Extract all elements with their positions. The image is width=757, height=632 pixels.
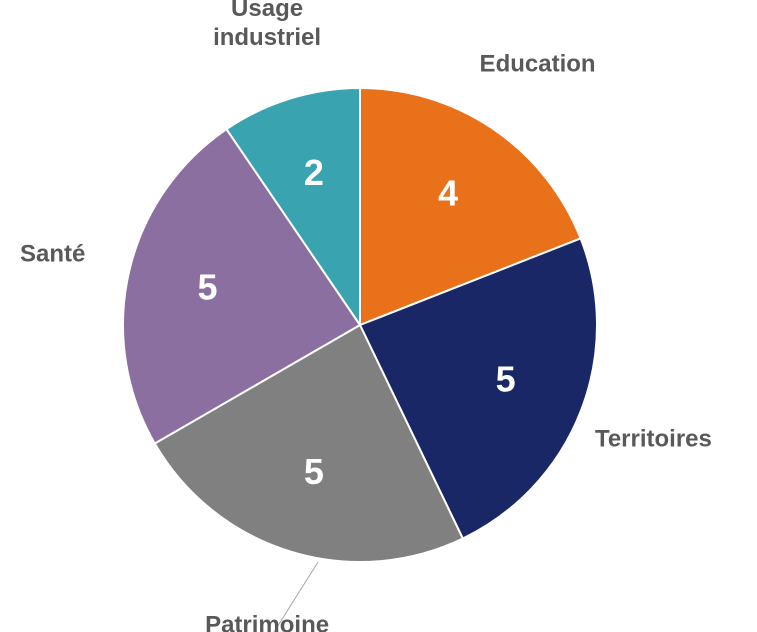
value-label: 4	[438, 172, 458, 213]
category-label: Education	[479, 50, 596, 78]
category-label: Territoires	[594, 425, 712, 453]
pie-slice	[358, 237, 598, 540]
value-label: 2	[304, 152, 324, 193]
value-label: 5	[496, 359, 516, 400]
category-label: Santé	[20, 240, 86, 268]
value-label: 5	[197, 267, 217, 308]
value-label: 5	[304, 451, 324, 492]
category-label: Usage industriel	[213, 0, 322, 51]
pie-slice	[359, 86, 582, 327]
pie-slice	[153, 323, 465, 563]
pie-slice	[122, 127, 362, 445]
pie-slice	[225, 86, 361, 329]
category-label: Patrimoine	[205, 611, 330, 632]
leader-line	[273, 561, 319, 632]
